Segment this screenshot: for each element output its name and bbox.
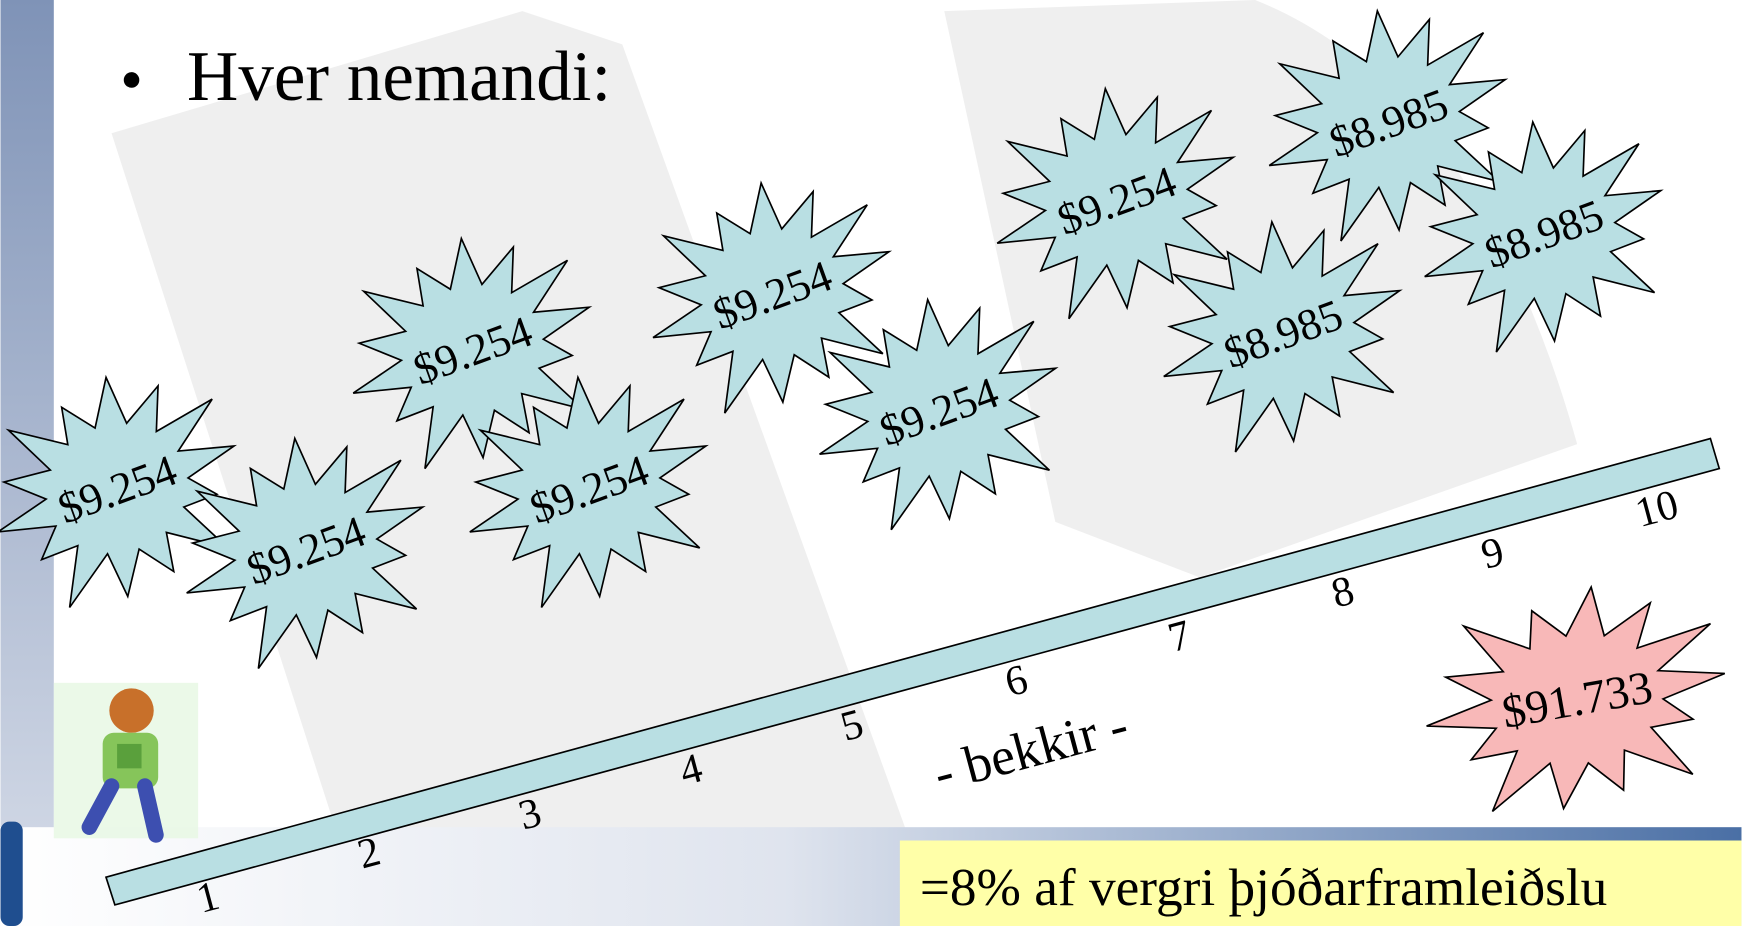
bullet [124,72,140,88]
slide: Hver nemandi: $9.254$9.254$9.254$9.254$9… [0,0,1742,926]
corner-tab [1,822,23,926]
title: Hver nemandi: [187,38,611,116]
student-figure [54,683,198,838]
note: =8% af vergri þjóðarframleiðslu [920,858,1607,917]
page: Hver nemandi: $9.254$9.254$9.254$9.254$9… [0,0,1742,926]
